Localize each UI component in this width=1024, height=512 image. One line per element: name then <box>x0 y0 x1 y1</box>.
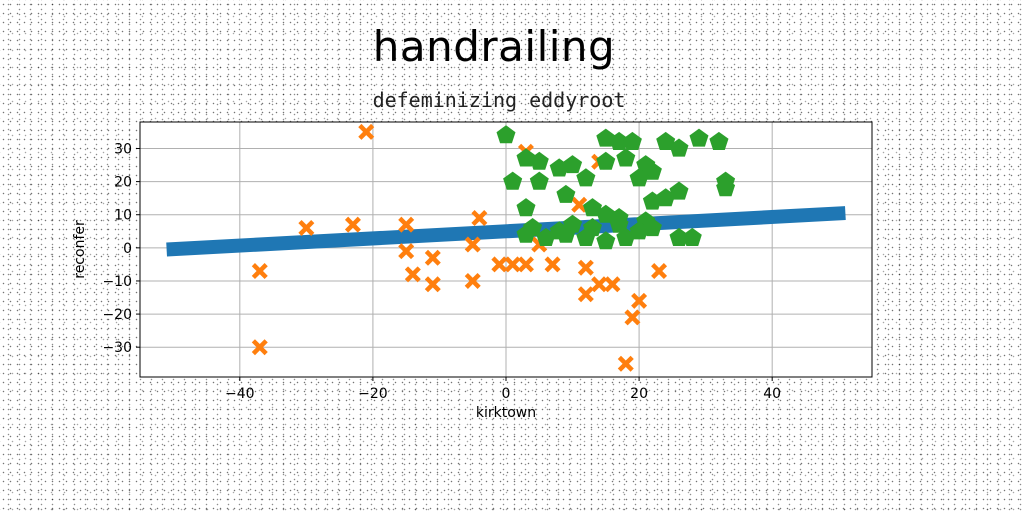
x-marker-point <box>491 256 508 273</box>
x-marker-point <box>624 309 641 326</box>
x-marker-point <box>344 216 361 233</box>
pentagon-marker-point <box>609 131 629 150</box>
marks-layer <box>251 123 736 372</box>
x-marker-point <box>471 210 488 227</box>
y-tick-label: 20 <box>114 175 132 191</box>
pentagon-marker-point <box>503 171 523 190</box>
x-marker-point <box>424 249 441 266</box>
y-tick-label: 0 <box>123 241 132 257</box>
pentagon-marker-point <box>689 128 709 147</box>
x-axis-title: kirktown <box>476 405 536 421</box>
pentagon-marker-point <box>669 138 689 157</box>
x-marker-point <box>571 196 588 213</box>
y-tick-label: −10 <box>102 274 132 290</box>
pentagon-marker-point <box>596 151 616 170</box>
x-marker-point <box>504 256 521 273</box>
pentagon-marker-point <box>622 131 642 150</box>
pentagon-marker-point <box>616 148 636 167</box>
pentagon-marker-point <box>529 151 549 170</box>
trend-band <box>166 206 846 257</box>
band-layer <box>166 206 846 257</box>
x-marker-point <box>617 355 634 372</box>
x-marker-point <box>577 259 594 276</box>
pentagon-marker-point <box>556 224 576 243</box>
y-axis-title: reconfer <box>72 220 88 279</box>
pentagon-marker-point <box>563 155 583 174</box>
x-marker-point <box>424 276 441 293</box>
pentagon-marker-point <box>682 227 702 246</box>
x-marker-point <box>464 236 481 253</box>
x-marker-point <box>358 123 375 140</box>
pentagon-marker-point <box>716 178 736 197</box>
x-marker-point <box>544 256 561 273</box>
pentagon-marker-point <box>709 131 729 150</box>
pentagon-marker-point <box>516 198 536 217</box>
pentagon-marker-point <box>596 128 616 147</box>
x-marker-point <box>517 256 534 273</box>
pentagon-marker-point <box>616 227 636 246</box>
pentagon-marker-point <box>536 227 556 246</box>
pentagon-marker-point <box>496 125 516 144</box>
pentagon-marker-point <box>549 158 569 177</box>
x-marker-point <box>464 272 481 289</box>
pentagon-marker-point <box>642 218 662 237</box>
pentagon-marker-point <box>656 188 676 207</box>
x-tick-label: 0 <box>502 386 511 402</box>
pentagon-marker-point <box>596 231 616 250</box>
pentagon-marker-point <box>576 168 596 187</box>
x-marker-point <box>631 292 648 309</box>
pentagon-marker-point <box>669 227 689 246</box>
x-tick-label: −40 <box>225 386 255 402</box>
y-tick-label: −30 <box>102 340 132 356</box>
pentagon-marker-point <box>529 171 549 190</box>
pentagon-marker-point <box>576 227 596 246</box>
x-marker-point <box>251 339 268 356</box>
x-marker-point <box>398 216 415 233</box>
pentagon-marker-point <box>516 224 536 243</box>
x-marker-point <box>591 276 608 293</box>
x-marker-point <box>651 263 668 280</box>
ticks-layer: −40 −20 0 20 40 −30 −20 −10 0 10 20 30 <box>102 141 781 402</box>
pentagon-marker-point <box>629 168 649 187</box>
pentagon-marker-point <box>642 191 662 210</box>
chart-title: handrailing <box>372 22 616 71</box>
pentagon-marker-point <box>516 148 536 167</box>
x-marker-point <box>398 243 415 260</box>
y-tick-label: −20 <box>102 307 132 323</box>
x-marker-point <box>404 266 421 283</box>
x-marker-point <box>298 219 315 236</box>
x-marker-point <box>604 276 621 293</box>
y-tick-label: 30 <box>114 141 132 157</box>
chart-subtitle: defeminizing eddyroot <box>372 88 626 112</box>
pentagon-marker-point <box>596 204 616 223</box>
x-tick-label: −20 <box>358 386 388 402</box>
x-tick-label: 20 <box>630 386 648 402</box>
x-marker-point <box>251 263 268 280</box>
y-tick-label: 10 <box>114 208 132 224</box>
pentagon-marker-point <box>556 184 576 203</box>
x-marker-point <box>577 286 594 303</box>
pentagon-marker-point <box>609 214 629 233</box>
x-tick-label: 40 <box>763 386 781 402</box>
